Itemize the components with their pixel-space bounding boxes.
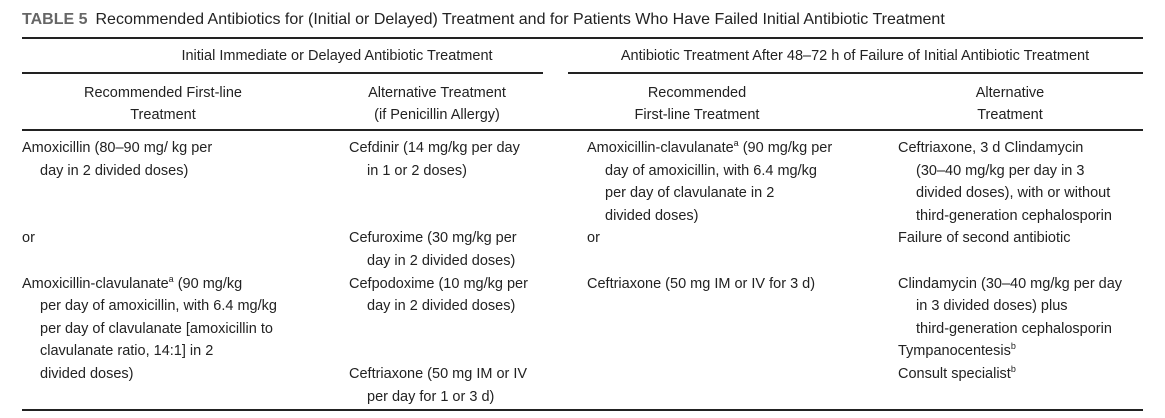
- cell-line: day of amoxicillin, with 6.4 mg/kg: [605, 162, 817, 179]
- cell-line: in 3 divided doses) plus: [916, 298, 1068, 315]
- cell-line: Cefpodoxime (10 mg/kg per: [349, 275, 528, 292]
- cell-line: divided doses), with or without: [916, 185, 1111, 202]
- column-header: Recommended First-line: [84, 85, 242, 101]
- cell-line: in 1 or 2 doses): [367, 162, 467, 179]
- cell-line: day in 2 divided doses): [367, 253, 516, 269]
- table-title: Recommended Antibiotics for (Initial or …: [95, 11, 945, 28]
- column-header: Recommended: [647, 85, 747, 101]
- cell-line: Tympanocentesisb: [898, 341, 1016, 361]
- cell-line: Amoxicillin-clavulanatea (90 mg/kg per: [587, 138, 832, 158]
- top-rule: [22, 37, 1143, 39]
- cell-line: divided doses): [40, 366, 134, 382]
- footnote-mark: a: [168, 273, 174, 284]
- cell-line: Ceftriaxone, 3 d Clindamycin: [898, 140, 1084, 156]
- column-header: Alternative Treatment: [368, 85, 506, 101]
- group-rule: [568, 72, 1143, 74]
- footnote-mark: b: [1010, 364, 1016, 374]
- footnote-mark: a: [733, 138, 739, 148]
- cell-line: day in 2 divided doses): [40, 162, 189, 179]
- column-header: Alternative: [975, 85, 1045, 101]
- column-header: Treatment: [130, 107, 196, 123]
- cell-text: (90 mg/kg: [173, 275, 243, 292]
- cell-text: (90 mg/kg per: [738, 140, 833, 156]
- table-caption: TABLE 5 Recommended Antibiotics for (Init…: [22, 10, 945, 30]
- cell-line: or: [22, 230, 35, 247]
- column-header: Treatment: [977, 107, 1043, 123]
- cell-line: Cefdinir (14 mg/kg per day: [349, 140, 520, 156]
- cell-line: per day for 1 or 3 d): [367, 388, 495, 405]
- cell-text: Amoxicillin-clavulanate: [22, 275, 169, 292]
- cell-text: Consult specialist: [898, 366, 1011, 382]
- cell-line: third-generation cephalosporin: [916, 320, 1112, 337]
- cell-line: day in 2 divided doses): [367, 298, 516, 315]
- cell-line: Consult specialistb: [898, 364, 1016, 384]
- group-header: Antibiotic Treatment After 48–72 h of Fa…: [620, 48, 1090, 64]
- column-header: First-line Treatment: [634, 107, 760, 123]
- group-header: Initial Immediate or Delayed Antibiotic …: [181, 48, 493, 64]
- group-rule: [22, 72, 543, 74]
- cell-line: per day of amoxicillin, with 6.4 mg/kg: [40, 298, 277, 315]
- cell-text: Tympanocentesis: [898, 343, 1011, 360]
- cell-text: Amoxicillin-clavulanate: [587, 140, 734, 156]
- cell-line: Failure of second antibiotic: [898, 230, 1071, 247]
- footnote-mark: b: [1010, 341, 1016, 352]
- cell-line: third-generation cephalosporin: [916, 207, 1112, 224]
- cell-line: (30–40 mg/kg per day in 3: [916, 162, 1085, 179]
- cell-line: Amoxicillin (80–90 mg/ kg per: [22, 140, 213, 156]
- cell-line: divided doses): [605, 207, 699, 224]
- cell-line: per day of clavulanate [amoxicillin to: [40, 320, 273, 337]
- cell-line: Ceftriaxone (50 mg IM or IV for 3 d): [587, 275, 816, 292]
- column-header: (if Penicillin Allergy): [374, 107, 500, 123]
- cell-line: Amoxicillin-clavulanatea (90 mg/kg: [22, 274, 242, 294]
- cell-line: per day of clavulanate in 2: [605, 185, 775, 202]
- cell-line: Clindamycin (30–40 mg/kg per day: [898, 275, 1123, 292]
- cell-line: Ceftriaxone (50 mg IM or IV: [349, 366, 528, 382]
- header-rule: [22, 129, 1143, 131]
- cell-line: or: [587, 230, 600, 247]
- cell-line: clavulanate ratio, 14:1] in 2: [40, 343, 214, 360]
- bottom-rule: [22, 409, 1143, 411]
- table-label: TABLE 5: [22, 11, 88, 28]
- cell-line: Cefuroxime (30 mg/kg per: [349, 230, 517, 247]
